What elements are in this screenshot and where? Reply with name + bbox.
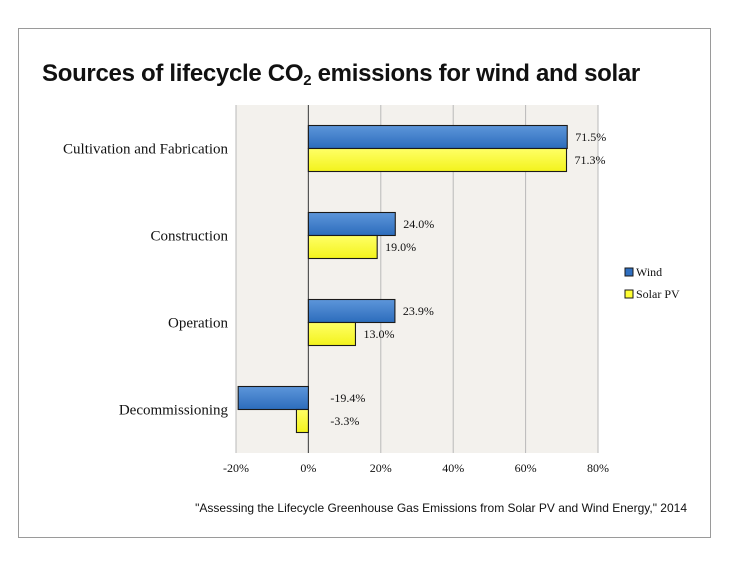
legend-swatch-wind [624,267,634,277]
legend-label: Wind [636,265,662,279]
data-label: 71.3% [575,153,606,167]
source-citation: "Assessing the Lifecycle Greenhouse Gas … [195,501,687,515]
data-label: -3.3% [330,414,359,428]
data-labels: 71.5% 71.3% 24.0% 19.0% 23.9% 13.0% -19.4% -3.3… [330,130,606,428]
x-tick-label: 40% [442,461,464,475]
bar-wind [307,298,396,324]
data-label: 71.5% [575,130,606,144]
legend: Wind Solar PV [624,265,680,301]
bars [237,124,568,434]
data-label: -19.4% [330,391,365,405]
x-axis-ticks: -20% 0% 20% 40% 60% 80% [223,461,609,475]
data-label: 13.0% [363,327,394,341]
legend-label: Solar PV [636,287,680,301]
data-label: 23.9% [403,304,434,318]
bar-wind [307,124,568,150]
bar-solar-pv [307,321,357,347]
bar-wind [307,211,396,237]
title-text-rest: emissions for wind and solar [311,60,641,87]
legend-swatch-solar-pv [624,289,634,299]
x-tick-label: 20% [370,461,392,475]
category-label: Construction [151,229,229,245]
x-tick-label: 0% [300,461,316,475]
data-label: 24.0% [403,217,434,231]
category-label: Cultivation and Fabrication [63,142,228,158]
bar-solar-pv [307,147,568,173]
data-label: 19.0% [385,240,416,254]
bar-solar-pv [307,234,378,260]
x-tick-label: 80% [587,461,609,475]
category-labels: Cultivation and Fabrication Construction O… [63,142,228,419]
bar-wind [237,385,309,411]
chart-title: Sources of lifecycle CO2 emissions for w… [42,60,640,89]
title-subscript: 2 [303,72,312,89]
x-tick-label: -20% [223,461,249,475]
title-text: Sources of lifecycle CO [42,60,304,87]
bar-solar-pv [295,408,309,434]
category-label: Operation [168,316,228,332]
category-label: Decommissioning [119,403,229,419]
x-tick-label: 60% [515,461,537,475]
